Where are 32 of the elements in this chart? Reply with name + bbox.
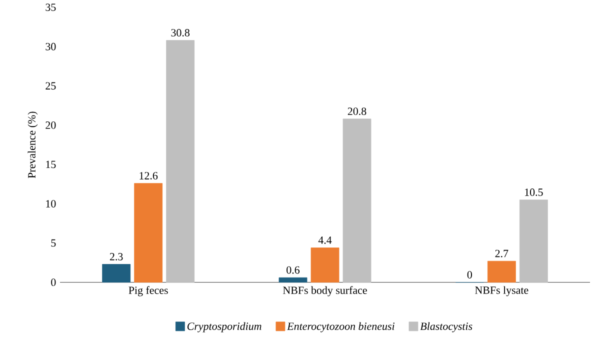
bar — [310, 247, 340, 282]
data-label: 2.7 — [495, 250, 508, 258]
y-tick-label: 30 — [46, 42, 56, 50]
legend-label: Blastocystis — [420, 322, 472, 332]
bar — [342, 118, 372, 282]
bar — [487, 260, 516, 282]
y-tick-label: 0 — [51, 278, 56, 286]
data-label: 4.4 — [318, 236, 332, 244]
data-label: 30.8 — [171, 28, 190, 36]
y-axis-title: Prevalence (%) — [28, 112, 38, 178]
x-tick-label: Pig feces — [128, 286, 168, 296]
data-label: 10.5 — [525, 188, 543, 196]
x-tick-label: NBFs lysate — [475, 286, 528, 296]
bar — [166, 40, 195, 282]
legend-label: Enterocytozoon bieneusi — [287, 322, 394, 332]
y-tick-label: 15 — [46, 160, 56, 168]
y-tick-label: 25 — [46, 82, 56, 90]
y-tick-label: 10 — [46, 200, 56, 208]
y-tick-label: 35 — [46, 4, 56, 11]
y-tick-label: 5 — [51, 239, 56, 247]
y-tick-label: 20 — [46, 121, 56, 129]
bar — [519, 199, 548, 282]
data-label: 2.3 — [110, 252, 123, 260]
data-label: 20.8 — [348, 107, 366, 115]
data-label: 0 — [467, 270, 472, 278]
bar — [102, 264, 131, 282]
bar — [278, 277, 308, 282]
data-label: 0.6 — [286, 266, 300, 274]
legend-label: Cryptosporidium — [187, 322, 262, 332]
data-label: 12.6 — [140, 172, 158, 180]
x-tick-label: NBFs body surface — [283, 286, 367, 296]
bar — [134, 182, 163, 282]
